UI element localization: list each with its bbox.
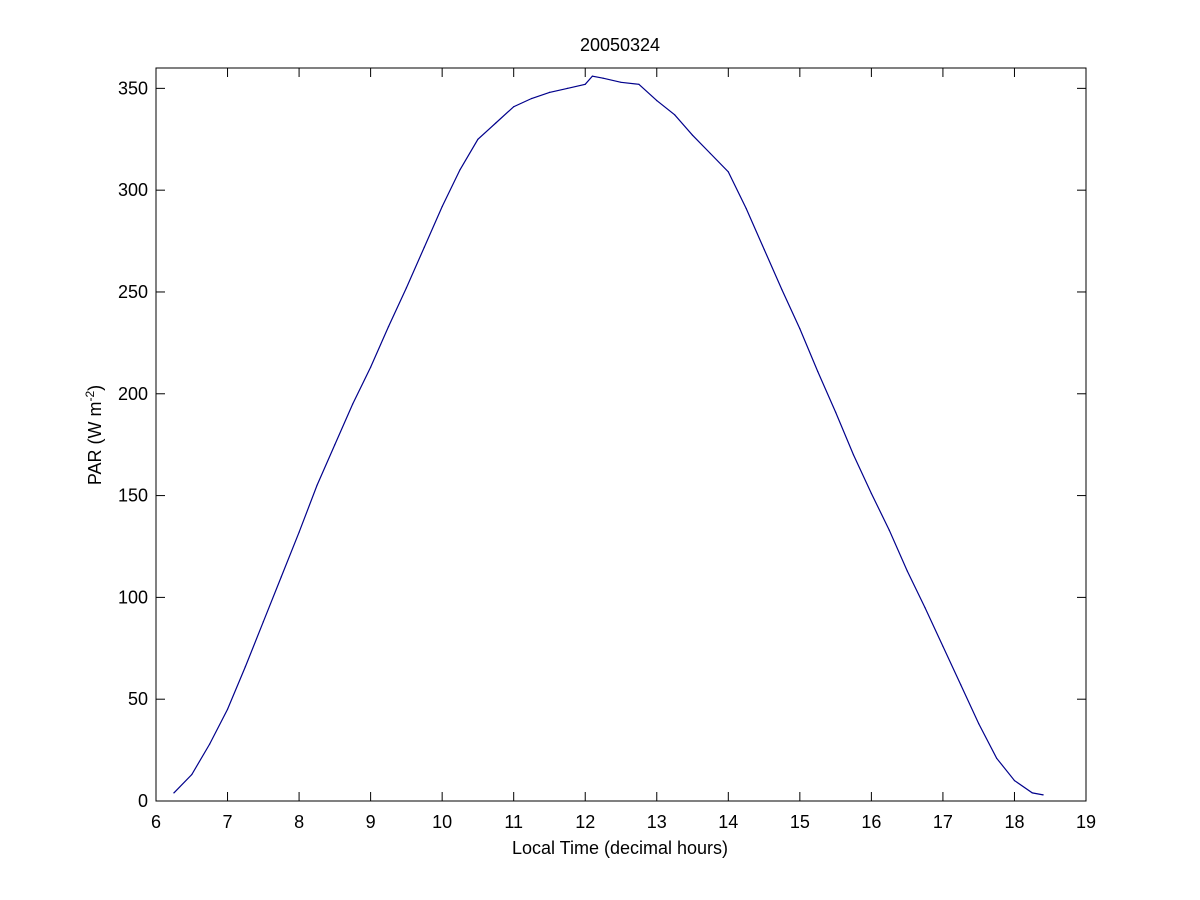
data-point xyxy=(591,75,594,77)
data-point xyxy=(781,289,783,291)
data-point xyxy=(262,621,264,623)
data-point xyxy=(709,152,712,155)
data-point xyxy=(477,138,479,140)
y-tick-label: 100 xyxy=(118,587,148,607)
x-tick-label: 6 xyxy=(151,812,161,832)
data-point xyxy=(852,454,855,456)
data-point xyxy=(495,122,497,124)
data-point xyxy=(548,91,551,93)
x-tick-label: 7 xyxy=(223,812,233,832)
data-point xyxy=(656,100,658,102)
y-axis-label: PAR (W m-2) xyxy=(83,385,105,485)
data-point xyxy=(763,248,765,250)
data-point xyxy=(960,684,962,686)
data-point xyxy=(978,723,980,725)
data-point xyxy=(727,171,729,173)
y-tick-label: 0 xyxy=(138,791,148,811)
chart-title: 20050324 xyxy=(580,35,660,55)
x-tick-label: 11 xyxy=(504,812,523,832)
y-tick-label: 150 xyxy=(118,486,148,506)
data-point xyxy=(173,792,175,794)
data-point xyxy=(888,529,890,531)
y-axis-label-main: PAR (W m xyxy=(85,402,105,486)
y-tick-label: 50 xyxy=(128,689,148,709)
data-point xyxy=(370,366,372,368)
data-point xyxy=(226,708,229,711)
data-point xyxy=(405,287,407,289)
data-point xyxy=(441,205,443,208)
x-tick-label: 19 xyxy=(1076,812,1096,832)
data-point xyxy=(602,77,604,79)
data-point xyxy=(620,81,622,83)
x-tick-label: 8 xyxy=(294,812,304,832)
data-point xyxy=(942,645,944,647)
data-point xyxy=(674,114,676,116)
x-tick-label: 9 xyxy=(366,812,376,832)
data-point xyxy=(423,246,425,248)
data-point xyxy=(1042,794,1044,796)
plot-area xyxy=(156,68,1086,801)
data-point xyxy=(870,492,873,495)
data-point xyxy=(996,757,998,759)
data-point xyxy=(906,570,908,572)
y-tick-label: 350 xyxy=(118,78,148,98)
data-point xyxy=(209,743,211,745)
data-point xyxy=(1013,780,1016,782)
axis-ticks xyxy=(155,68,1087,802)
y-tick-label: 300 xyxy=(118,180,148,200)
x-tick-label: 15 xyxy=(790,812,810,832)
y-tick-labels: 0 50 100 150 200 250 300 350 xyxy=(118,78,148,811)
x-tick-label: 14 xyxy=(718,812,738,832)
x-tick-labels: 6 7 8 9 10 11 12 13 14 15 16 17 18 19 xyxy=(151,812,1096,832)
axes-frame xyxy=(155,67,1087,802)
data-point xyxy=(191,773,193,776)
x-tick-label: 18 xyxy=(1004,812,1024,832)
x-tick-label: 12 xyxy=(575,812,595,832)
data-point xyxy=(584,83,586,85)
data-point xyxy=(817,370,819,372)
x-tick-label: 13 xyxy=(647,812,667,832)
data-point xyxy=(1031,792,1033,794)
x-tick-label: 16 xyxy=(861,812,881,832)
data-point xyxy=(298,531,300,533)
data-point xyxy=(924,607,926,609)
series-points xyxy=(173,75,1044,796)
data-point xyxy=(280,576,282,578)
data-point xyxy=(566,87,568,89)
data-point xyxy=(334,444,336,446)
data-point xyxy=(531,97,533,100)
y-tick-label: 200 xyxy=(118,384,148,404)
data-point xyxy=(316,484,318,486)
y-tick-label: 250 xyxy=(118,282,148,302)
data-point xyxy=(799,328,801,330)
data-point xyxy=(745,207,747,210)
x-tick-label: 10 xyxy=(432,812,452,832)
data-point xyxy=(513,106,515,108)
y-axis-label-close: ) xyxy=(85,385,105,391)
data-point xyxy=(835,411,837,413)
x-tick-label: 17 xyxy=(933,812,953,832)
x-axis-label: Local Time (decimal hours) xyxy=(512,838,728,858)
data-point xyxy=(352,403,354,405)
data-point xyxy=(459,169,461,171)
data-point xyxy=(691,134,694,136)
y-axis-label-superscript: -2 xyxy=(83,391,97,402)
data-point xyxy=(387,326,390,328)
data-point xyxy=(244,666,246,668)
data-point xyxy=(638,83,640,85)
